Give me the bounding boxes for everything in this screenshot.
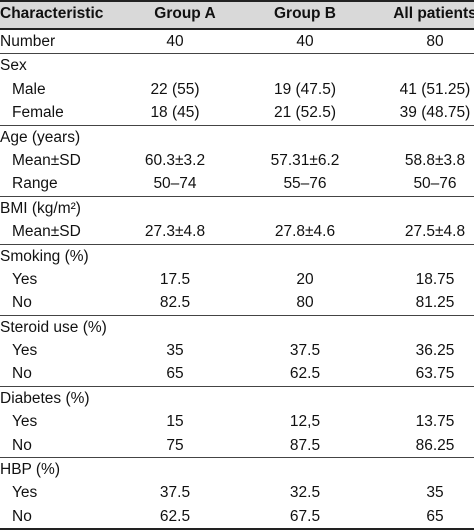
cell-group-a: 62.5 bbox=[159, 507, 191, 525]
table-row: Yes 17.5 20 18.75 bbox=[0, 268, 474, 291]
cell-all-patients: 39 (48.75) bbox=[399, 104, 471, 122]
table-row: Mean±SD 60.3±3.2 57.31±6.2 58.8±3.8 bbox=[0, 149, 474, 172]
cell-group-b: 20 bbox=[296, 270, 314, 288]
row-label: No bbox=[12, 365, 32, 383]
table-row: Mean±SD 27.3±4.8 27.8±4.6 27.5±4.8 bbox=[0, 220, 474, 243]
cell-group-b: 37.5 bbox=[289, 342, 321, 360]
row-label: Mean±SD bbox=[12, 223, 81, 241]
cell-group-a: 50–74 bbox=[153, 175, 197, 193]
table-row: HBP (%) bbox=[0, 457, 474, 481]
table-row: Male 22 (55) 19 (47.5) 41 (51.25) bbox=[0, 78, 474, 101]
table-row: No 65 62.5 63.75 bbox=[0, 362, 474, 385]
table-row: No 75 87.5 86.25 bbox=[0, 434, 474, 457]
cell-group-a: 22 (55) bbox=[150, 80, 200, 98]
cell-all-patients: 63.75 bbox=[415, 365, 455, 383]
row-label: No bbox=[12, 294, 32, 312]
row-label: Female bbox=[12, 104, 64, 122]
cell-all-patients: 18.75 bbox=[415, 270, 455, 288]
table-row: No 82.5 80 81.25 bbox=[0, 291, 474, 314]
row-label: HBP (%) bbox=[0, 461, 61, 479]
table-row: Yes 35 37.5 36.25 bbox=[0, 339, 474, 362]
cell-group-a: 82.5 bbox=[159, 294, 191, 312]
header-characteristic: Characteristic bbox=[0, 5, 104, 22]
cell-group-a: 15 bbox=[166, 413, 184, 431]
header-group-b: Group B bbox=[274, 5, 336, 22]
cell-all-patients: 86.25 bbox=[415, 436, 455, 454]
cell-group-a: 60.3±3.2 bbox=[144, 151, 206, 169]
cell-all-patients: 65 bbox=[426, 507, 444, 525]
cell-group-a: 17.5 bbox=[159, 270, 191, 288]
row-label: Number bbox=[0, 33, 56, 50]
row-label: Steroid use (%) bbox=[0, 318, 107, 336]
table-row: BMI (kg/m²) bbox=[0, 195, 474, 220]
cell-all-patients: 36.25 bbox=[415, 342, 455, 360]
table-row: Diabetes (%) bbox=[0, 385, 474, 410]
row-label: No bbox=[12, 436, 32, 454]
cell-group-a: 37.5 bbox=[159, 484, 191, 502]
row-label: No bbox=[12, 507, 32, 525]
table-row: Yes 15 12,5 13.75 bbox=[0, 410, 474, 433]
row-label: Range bbox=[12, 175, 58, 193]
table-row: Age (years) bbox=[0, 124, 474, 149]
cell-group-b: 27.8±4.6 bbox=[274, 223, 336, 241]
row-label: BMI (kg/m²) bbox=[0, 199, 81, 217]
cell-group-a: 18 (45) bbox=[150, 104, 200, 122]
row-label: Yes bbox=[12, 342, 38, 360]
row-label: Yes bbox=[12, 270, 38, 288]
table-row: Range 50–74 55–76 50–76 bbox=[0, 172, 474, 195]
row-label: Male bbox=[12, 80, 46, 98]
cell-group-b: 62.5 bbox=[289, 365, 321, 383]
row-label: Yes bbox=[12, 484, 38, 502]
row-label: Sex bbox=[0, 57, 27, 75]
header-all-patients: All patients bbox=[393, 5, 474, 22]
cell-all-patients: 80 bbox=[426, 33, 444, 50]
cell-group-b: 55–76 bbox=[283, 175, 327, 193]
table-header: Characteristic Group A Group B All patie… bbox=[0, 0, 474, 30]
cell-group-b: 87.5 bbox=[289, 436, 321, 454]
table-row: Smoking (%) bbox=[0, 243, 474, 268]
table-row: Number 40 40 80 bbox=[0, 30, 474, 53]
cell-all-patients: 27.5±4.8 bbox=[404, 223, 466, 241]
cell-all-patients: 50–76 bbox=[413, 175, 457, 193]
cell-group-a: 27.3±4.8 bbox=[144, 223, 206, 241]
cell-all-patients: 81.25 bbox=[415, 294, 455, 312]
cell-group-a: 75 bbox=[166, 436, 184, 454]
table-row: Female 18 (45) 21 (52.5) 39 (48.75) bbox=[0, 101, 474, 124]
row-label: Yes bbox=[12, 413, 38, 431]
cell-group-b: 57.31±6.2 bbox=[270, 151, 340, 169]
cell-group-a: 65 bbox=[166, 365, 184, 383]
cell-group-b: 32.5 bbox=[289, 484, 321, 502]
cell-group-b: 67.5 bbox=[289, 507, 321, 525]
row-label: Age (years) bbox=[0, 128, 81, 146]
cell-all-patients: 41 (51.25) bbox=[399, 80, 471, 98]
cell-all-patients: 58.8±3.8 bbox=[404, 151, 466, 169]
cell-group-b: 80 bbox=[296, 294, 314, 312]
row-label: Diabetes (%) bbox=[0, 389, 90, 407]
cell-group-b: 19 (47.5) bbox=[273, 80, 337, 98]
table-body: Number 40 40 80 Sex Male 22 (55) 19 (47.5) 41 (5… bbox=[0, 30, 474, 530]
table-row: Steroid use (%) bbox=[0, 314, 474, 339]
row-label: Smoking (%) bbox=[0, 247, 89, 265]
table-row: No 62.5 67.5 65 bbox=[0, 505, 474, 530]
header-group-a: Group A bbox=[154, 5, 216, 22]
cell-all-patients: 13.75 bbox=[415, 413, 455, 431]
cell-group-a: 35 bbox=[166, 342, 184, 360]
cell-group-b: 21 (52.5) bbox=[273, 104, 337, 122]
table-row: Sex bbox=[0, 53, 474, 77]
cell-all-patients: 35 bbox=[426, 484, 444, 502]
row-label: Mean±SD bbox=[12, 151, 81, 169]
cell-group-b: 40 bbox=[296, 33, 314, 50]
cell-group-b: 12,5 bbox=[289, 413, 321, 431]
cell-group-a: 40 bbox=[166, 33, 184, 50]
table-row: Yes 37.5 32.5 35 bbox=[0, 481, 474, 504]
